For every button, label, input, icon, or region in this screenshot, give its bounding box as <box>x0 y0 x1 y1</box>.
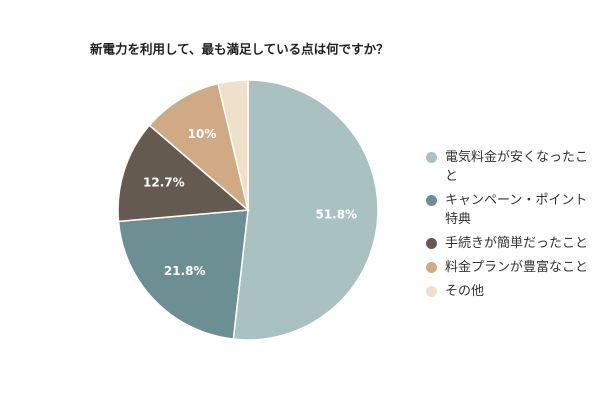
data-label: 12.7% <box>143 175 185 189</box>
pie-slice <box>232 79 379 341</box>
legend-label: キャンペーン・ポイント特典 <box>445 193 588 227</box>
legend-item: 手続きが簡単だったこと <box>426 234 598 253</box>
legend-item: 料金プランが豊富なこと <box>426 258 598 277</box>
legend-swatch <box>426 238 437 249</box>
data-label: 51.8% <box>315 207 357 221</box>
legend-label: その他 <box>445 284 485 299</box>
chart-title: 新電力を利用して、最も満足している点は何ですか？ <box>90 42 389 57</box>
legend-item: キャンペーン・ポイント特典 <box>426 191 598 229</box>
pie-slice <box>217 79 249 211</box>
pie-slice <box>117 124 250 223</box>
legend-swatch <box>426 195 437 206</box>
pie-slice <box>148 82 250 213</box>
legend-label: 手続きが簡単だったこと <box>445 236 589 251</box>
legend-swatch <box>426 286 437 297</box>
data-label: 10% <box>188 127 217 141</box>
legend: 電気料金が安くなったこと キャンペーン・ポイント特典手続きが簡単だったこと 料金プラ… <box>426 148 598 306</box>
legend-item: 電気料金が安くなったこと <box>426 148 598 186</box>
pie-slice <box>117 209 249 340</box>
legend-label: 料金プランが豊富なこと <box>445 260 589 275</box>
legend-swatch <box>426 262 437 273</box>
legend-swatch <box>426 152 437 163</box>
legend-item: その他 <box>426 282 598 301</box>
legend-label: 電気料金が安くなったこと <box>445 150 589 184</box>
data-label: 21.8% <box>164 264 206 278</box>
